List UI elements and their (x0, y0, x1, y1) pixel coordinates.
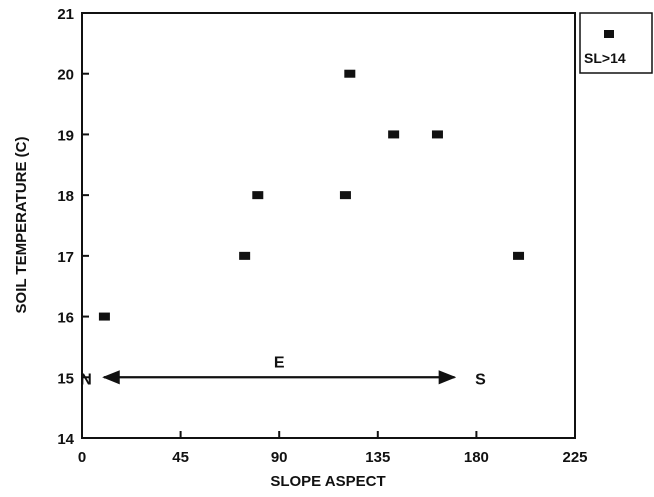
x-tick-label: 45 (172, 449, 189, 466)
data-point (344, 69, 356, 78)
south-label: S (475, 371, 486, 388)
x-tick-label: 180 (464, 449, 489, 466)
x-tick-label: 90 (271, 449, 288, 466)
data-point (513, 251, 525, 260)
data-point (431, 130, 443, 139)
x-tick-label: 135 (365, 449, 390, 466)
data-point (252, 191, 264, 200)
data-point (339, 191, 351, 200)
plot-frame (81, 12, 576, 439)
y-tick-label: 14 (57, 431, 74, 448)
y-axis: 14 15 16 17 18 19 20 21 (57, 6, 89, 448)
x-axis: 0 45 90 135 180 225 (78, 431, 588, 466)
y-tick-label: 21 (57, 6, 74, 23)
x-tick-label: 0 (78, 449, 86, 466)
data-point (388, 130, 400, 139)
y-tick-label: 17 (57, 249, 74, 266)
y-tick-label: 15 (57, 370, 74, 387)
legend: SL>14 (579, 12, 653, 74)
data-points (98, 69, 525, 321)
legend-label: SL>14 (584, 50, 626, 66)
x-tick-label: 225 (562, 449, 587, 466)
x-axis-title: SLOPE ASPECT (270, 473, 385, 490)
data-point (239, 251, 251, 260)
north-label: N (80, 371, 92, 388)
direction-annotation: N E S (80, 354, 486, 388)
y-axis-title: SOIL TEMPERATURE (C) (13, 137, 30, 314)
east-label: E (274, 354, 285, 371)
data-point (98, 312, 110, 321)
y-tick-label: 19 (57, 127, 74, 144)
legend-marker (604, 30, 614, 38)
y-tick-label: 18 (57, 188, 74, 205)
y-tick-label: 16 (57, 310, 74, 327)
y-tick-label: 20 (57, 67, 74, 84)
legend-box (579, 12, 653, 74)
